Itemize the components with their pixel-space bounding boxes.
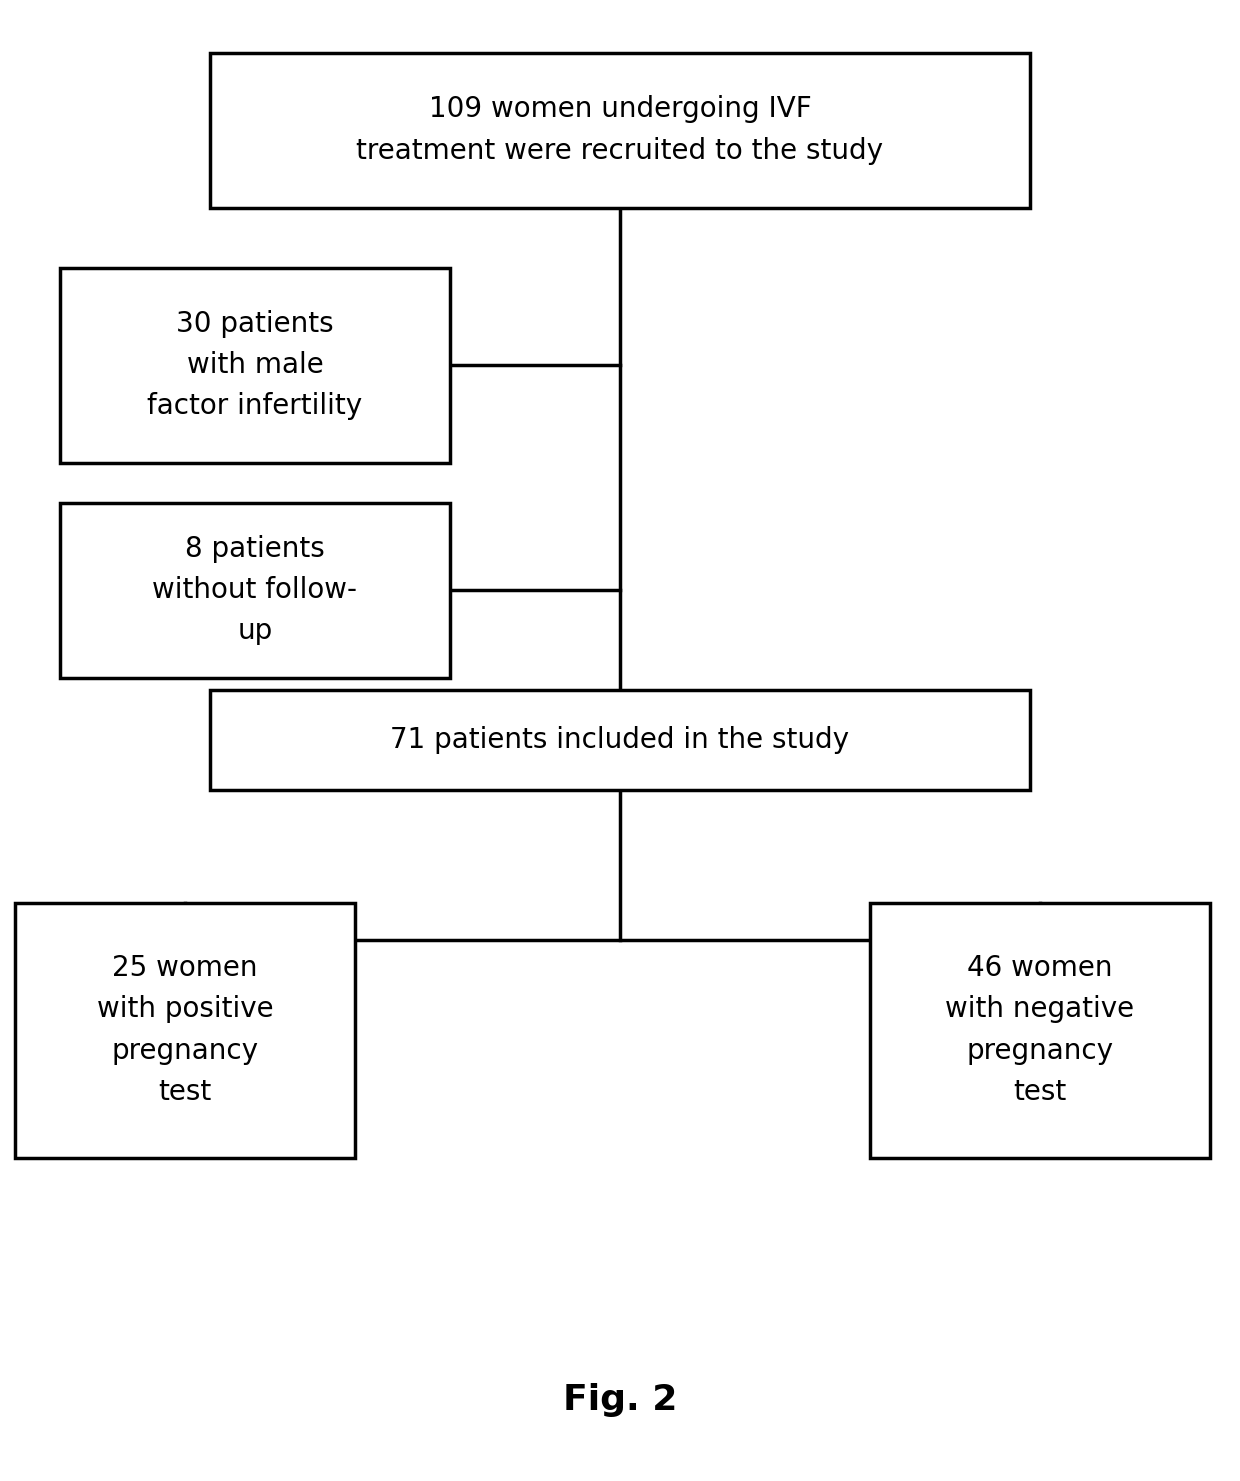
Text: 109 women undergoing IVF
treatment were recruited to the study: 109 women undergoing IVF treatment were … xyxy=(357,95,883,164)
Bar xyxy=(60,268,450,462)
Bar xyxy=(15,902,355,1158)
Bar xyxy=(60,502,450,677)
Text: Fig. 2: Fig. 2 xyxy=(563,1383,677,1417)
Text: 25 women
with positive
pregnancy
test: 25 women with positive pregnancy test xyxy=(97,954,273,1106)
Text: 8 patients
without follow-
up: 8 patients without follow- up xyxy=(153,535,357,646)
Text: 71 patients included in the study: 71 patients included in the study xyxy=(391,726,849,754)
Text: 46 women
with negative
pregnancy
test: 46 women with negative pregnancy test xyxy=(945,954,1135,1106)
Text: 30 patients
with male
factor infertility: 30 patients with male factor infertility xyxy=(148,310,362,421)
Bar xyxy=(210,690,1030,789)
Bar xyxy=(210,52,1030,207)
Bar xyxy=(870,902,1210,1158)
